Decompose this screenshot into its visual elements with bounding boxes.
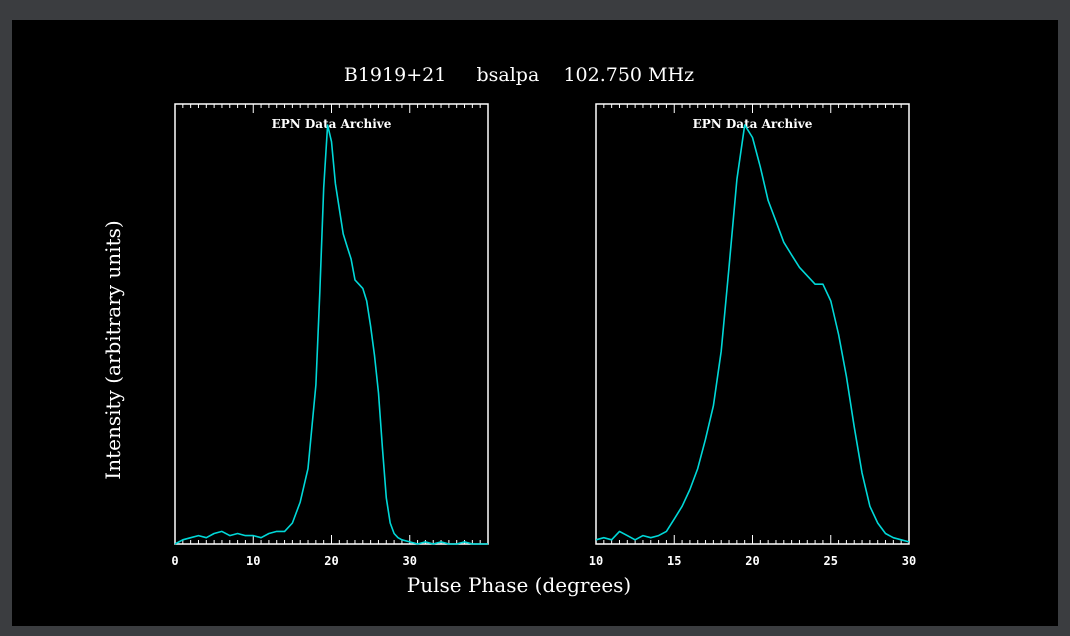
intensity-profile-line [174,124,488,545]
panel-frame [595,103,910,545]
x-tick-label: 0 [171,554,178,568]
archive-annotation: EPN Data Archive [272,117,392,131]
x-tick-label: 10 [246,554,260,568]
panel-frame [174,103,489,545]
intensity-profile-line [595,124,910,543]
x-tick-label: 30 [403,554,417,568]
x-axis-label: Pulse Phase (degrees) [407,573,631,597]
x-tick-label: 20 [745,554,759,568]
chart-title: B1919+21 bsalpa 102.750 MHz [344,64,694,86]
pulse-profile-chart: B1919+21 bsalpa 102.750 MHz Intensity (a… [101,64,916,597]
x-tick-label: 30 [902,554,916,568]
y-axis-label: Intensity (arbitrary units) [101,220,125,479]
archive-annotation: EPN Data Archive [693,117,813,131]
x-tick-label: 10 [589,554,603,568]
x-tick-label: 15 [667,554,681,568]
plot-canvas: B1919+21 bsalpa 102.750 MHz Intensity (a… [12,20,1058,626]
panel-2: 10 15 20 25 30 EPN Data Archive [589,103,916,568]
panel-1: 0 10 20 30 EPN Data Archive [171,103,489,568]
x-tick-label: 25 [824,554,838,568]
x-tick-label: 20 [324,554,338,568]
